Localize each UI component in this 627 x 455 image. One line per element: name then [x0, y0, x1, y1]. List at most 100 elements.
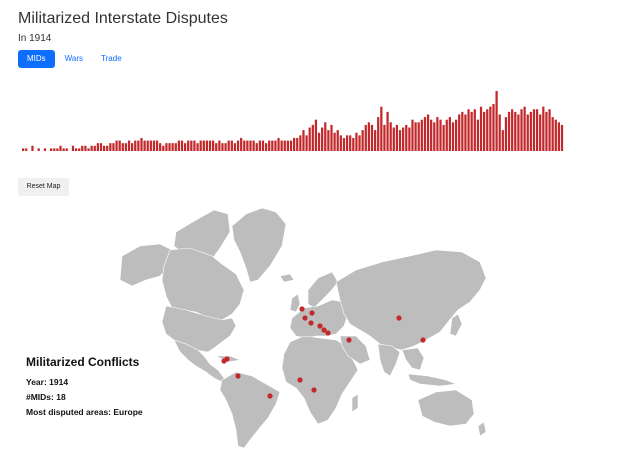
- timeline-bar[interactable]: [78, 148, 81, 151]
- timeline-bar[interactable]: [50, 148, 53, 151]
- timeline-bar[interactable]: [554, 119, 557, 151]
- timeline-bar[interactable]: [545, 111, 548, 151]
- timeline-bar[interactable]: [84, 145, 87, 151]
- timeline-bar[interactable]: [358, 135, 361, 151]
- timeline-bar[interactable]: [454, 119, 458, 151]
- timeline-bar[interactable]: [405, 124, 408, 151]
- timeline-bar[interactable]: [560, 124, 564, 151]
- timeline-bar[interactable]: [479, 106, 483, 151]
- timeline-bar[interactable]: [37, 148, 40, 151]
- conflict-point[interactable]: [317, 323, 323, 329]
- timeline-bar[interactable]: [470, 111, 473, 151]
- timeline-bar[interactable]: [87, 148, 90, 151]
- timeline-bar[interactable]: [131, 143, 134, 151]
- timeline-bar[interactable]: [442, 124, 445, 151]
- timeline-bar[interactable]: [155, 140, 159, 151]
- timeline-bar[interactable]: [190, 140, 193, 151]
- timeline-bar[interactable]: [529, 111, 532, 151]
- timeline-bar[interactable]: [336, 130, 339, 151]
- timeline-bar[interactable]: [199, 140, 202, 151]
- timeline-bar[interactable]: [65, 148, 68, 151]
- timeline-bar[interactable]: [227, 140, 230, 151]
- conflict-point[interactable]: [325, 330, 331, 336]
- timeline-bar[interactable]: [476, 119, 480, 151]
- timeline-bar[interactable]: [280, 140, 283, 151]
- timeline-bar[interactable]: [187, 140, 190, 151]
- timeline-bar[interactable]: [473, 109, 476, 151]
- timeline-bar[interactable]: [364, 124, 367, 151]
- timeline-bar[interactable]: [112, 143, 115, 151]
- timeline-bar[interactable]: [517, 114, 520, 151]
- timeline-bar[interactable]: [532, 109, 536, 151]
- timeline-bar[interactable]: [557, 122, 561, 151]
- timeline-bar[interactable]: [504, 117, 508, 151]
- timeline-bar[interactable]: [426, 114, 430, 151]
- timeline-bar[interactable]: [252, 140, 255, 151]
- timeline-bar[interactable]: [56, 148, 59, 151]
- timeline-bar[interactable]: [102, 145, 106, 151]
- timeline-bar[interactable]: [448, 117, 451, 151]
- timeline-bar[interactable]: [286, 140, 290, 151]
- timeline-bar[interactable]: [333, 132, 336, 151]
- timeline-bar[interactable]: [492, 104, 495, 151]
- timeline-bar[interactable]: [433, 122, 436, 151]
- timeline-bar[interactable]: [439, 119, 442, 151]
- timeline-bar[interactable]: [59, 145, 62, 151]
- timeline-bar[interactable]: [367, 122, 370, 151]
- conflict-point[interactable]: [309, 310, 315, 316]
- timeline-bar[interactable]: [314, 119, 318, 151]
- timeline-bar[interactable]: [523, 106, 526, 151]
- timeline-bar[interactable]: [302, 130, 305, 151]
- timeline-bar[interactable]: [274, 140, 277, 151]
- timeline-bar[interactable]: [271, 140, 274, 151]
- timeline-bar[interactable]: [74, 148, 78, 151]
- timeline-bar[interactable]: [249, 140, 252, 151]
- timeline-bar[interactable]: [489, 106, 492, 151]
- timeline-bar[interactable]: [389, 122, 392, 151]
- timeline-bar[interactable]: [383, 124, 386, 151]
- timeline-bar[interactable]: [293, 137, 296, 151]
- timeline-bar[interactable]: [43, 148, 47, 151]
- conflict-point[interactable]: [297, 377, 303, 383]
- conflict-point[interactable]: [346, 337, 352, 343]
- timeline-bar[interactable]: [461, 111, 464, 151]
- timeline-bar[interactable]: [305, 135, 308, 151]
- timeline-bar[interactable]: [464, 114, 467, 151]
- timeline-bar[interactable]: [31, 145, 34, 151]
- timeline-bar[interactable]: [261, 140, 265, 151]
- timeline-bar[interactable]: [321, 127, 324, 151]
- timeline-bar[interactable]: [380, 106, 383, 151]
- timeline-bar[interactable]: [205, 140, 209, 151]
- timeline-bar[interactable]: [121, 143, 124, 151]
- timeline-bar[interactable]: [551, 117, 554, 151]
- timeline-bar[interactable]: [392, 127, 395, 151]
- timeline-bar[interactable]: [162, 145, 165, 151]
- conflict-point[interactable]: [235, 373, 241, 379]
- timeline-bar[interactable]: [143, 140, 146, 151]
- tab-mids[interactable]: MIDs: [18, 50, 55, 68]
- timeline-bar[interactable]: [96, 143, 99, 151]
- timeline-bar[interactable]: [243, 140, 246, 151]
- conflict-point[interactable]: [396, 315, 402, 321]
- timeline-bar[interactable]: [417, 122, 420, 151]
- timeline-bar[interactable]: [230, 140, 233, 151]
- timeline-bar[interactable]: [236, 140, 240, 151]
- timeline-bar[interactable]: [22, 148, 25, 151]
- timeline-bar[interactable]: [152, 140, 156, 151]
- timeline-bar[interactable]: [467, 109, 470, 151]
- timeline-bar[interactable]: [137, 140, 140, 151]
- timeline-bar[interactable]: [124, 143, 128, 151]
- timeline-bar[interactable]: [218, 140, 221, 151]
- timeline-bar[interactable]: [233, 143, 237, 151]
- timeline-bar[interactable]: [377, 117, 380, 151]
- timeline-bar[interactable]: [149, 140, 152, 151]
- timeline-bar[interactable]: [535, 109, 539, 151]
- timeline-bar[interactable]: [352, 137, 355, 151]
- timeline-bar[interactable]: [193, 140, 196, 151]
- timeline-bar[interactable]: [196, 143, 199, 151]
- timeline-bar[interactable]: [81, 145, 84, 151]
- timeline-bar[interactable]: [240, 137, 243, 151]
- timeline-bar[interactable]: [398, 130, 402, 151]
- timeline-bar[interactable]: [514, 111, 517, 151]
